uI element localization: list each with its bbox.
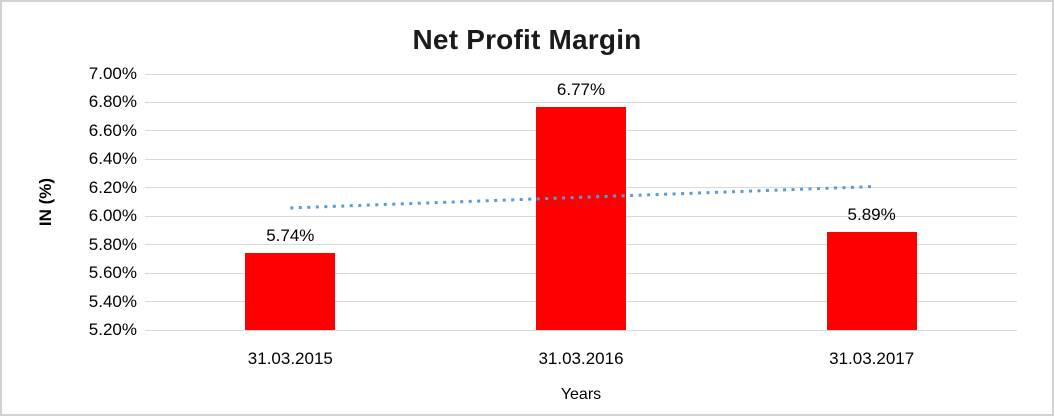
y-tick-label: 6.40% [88, 149, 137, 169]
y-tick-label: 5.20% [88, 320, 137, 339]
data-label: 5.74% [266, 226, 315, 246]
gridline [145, 101, 1017, 103]
gridline [145, 73, 1017, 75]
y-tick-label: 6.60% [88, 120, 137, 140]
bar [826, 231, 917, 330]
y-tick-label: 5.40% [88, 291, 137, 311]
data-label: 5.89% [847, 204, 896, 224]
y-axis-title: IN (%) [36, 177, 55, 227]
y-tick-label: 6.00% [88, 206, 137, 226]
x-axis-title: Years [560, 386, 602, 403]
bar [245, 253, 336, 330]
x-tick-label: 31.03.2015 [247, 349, 333, 368]
y-tick-label: 5.80% [88, 234, 137, 254]
data-label: 6.77% [556, 79, 606, 99]
y-tick-label: 6.80% [88, 92, 137, 112]
x-tick-label: 31.03.2016 [538, 349, 624, 368]
y-tick-label: 7.00% [88, 64, 137, 83]
chart-title: Net Profit Margin [412, 24, 642, 55]
y-tick-label: 6.20% [88, 177, 137, 197]
y-tick-label: 5.60% [88, 263, 137, 283]
gridline [145, 329, 1017, 331]
x-tick-label: 31.03.2017 [829, 349, 915, 368]
bar [536, 106, 626, 330]
